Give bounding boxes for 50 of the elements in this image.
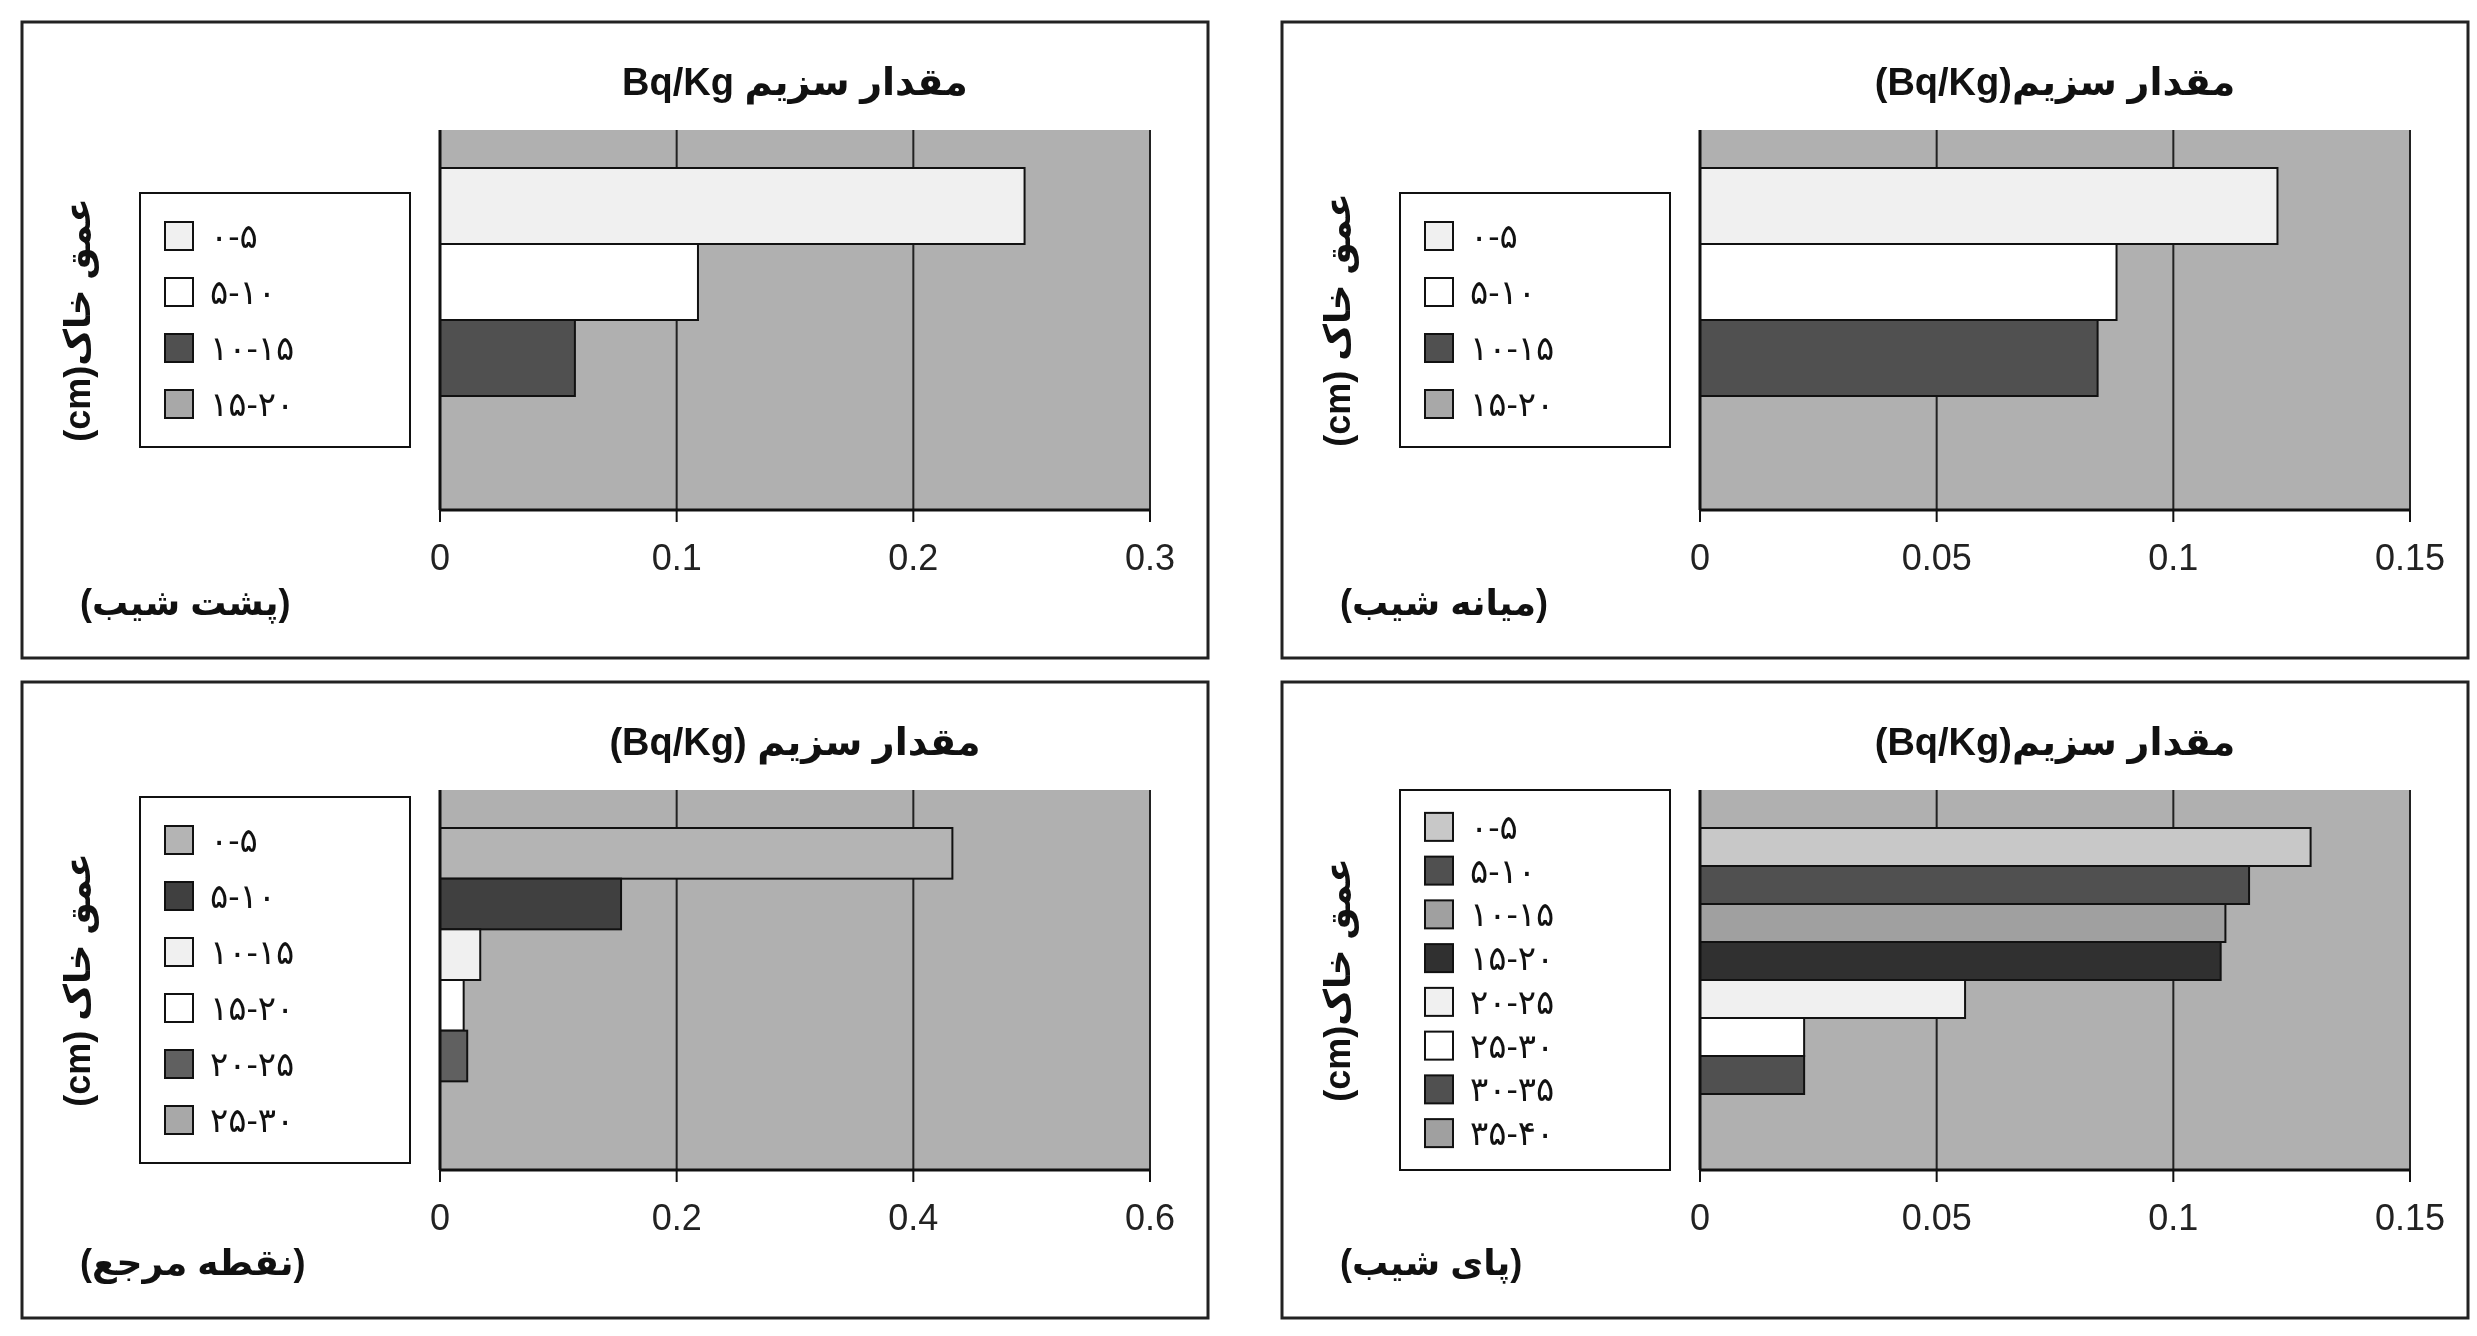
legend-label: ۱۰-۱۵: [210, 329, 295, 367]
legend-label: ۱۵-۲۰: [1470, 939, 1555, 978]
legend-label: ۱۰-۱۵: [1470, 895, 1555, 934]
text: (نقطه مرجع): [80, 1242, 306, 1284]
legend-label: ۰-۵: [210, 217, 258, 255]
legend-label: ۵-۱۰: [1470, 851, 1537, 890]
chart-title: مقدار سزیم(Bq/Kg): [1874, 721, 2236, 765]
legend-label: ۵-۱۰: [210, 877, 277, 915]
x-tick-label: 0.05: [1901, 1197, 1972, 1238]
text: (پای شیب): [1340, 1242, 1523, 1284]
legend-label: ۱۰-۱۵: [1470, 329, 1555, 367]
x-tick-label: 0: [1689, 537, 1711, 578]
x-tick-label: 0.15: [2374, 1197, 2446, 1238]
text: (میانه شیب): [1340, 582, 1549, 623]
legend-label: ۲۰-۲۵: [1470, 982, 1555, 1021]
legend-label: ۵-۱۰: [1470, 273, 1537, 311]
legend-label: ۲۵-۳۰: [1470, 1026, 1555, 1065]
legend-label: ۲۰-۲۵: [210, 1045, 295, 1083]
y-axis-title: عمق خاک (cm): [1317, 193, 1359, 447]
y-axis-title: عمق خاک (cm): [57, 853, 99, 1107]
x-tick-label: 0.3: [1124, 537, 1176, 578]
legend-label: ۱۵-۲۰: [210, 385, 295, 423]
x-tick-label: 0.4: [888, 1197, 939, 1238]
legend-label: ۰-۵: [210, 821, 258, 859]
x-tick-label: 0.05: [1901, 537, 1972, 578]
text: (پشت شیب): [80, 582, 291, 624]
x-tick-label: 0.1: [2148, 1197, 2199, 1238]
x-tick-label: 0: [1689, 1197, 1711, 1238]
x-tick-label: 0: [429, 537, 451, 578]
y-axis-title: عمق خاک(cm): [57, 198, 99, 442]
x-tick-label: 0.2: [888, 537, 939, 578]
x-tick-label: 0.1: [2148, 537, 2199, 578]
legend-label: ۲۵-۳۰: [210, 1101, 295, 1139]
legend-label: ۵-۱۰: [210, 273, 277, 311]
chart-title: مقدار سزیم Bq/Kg: [622, 61, 968, 105]
legend-label: ۳۵-۴۰: [1470, 1114, 1555, 1153]
legend-label: ۱۰-۱۵: [210, 933, 295, 971]
chart-title: مقدار سزیم (Bq/Kg): [609, 721, 981, 765]
legend-label: ۰-۵: [1470, 217, 1518, 255]
legend-label: ۱۵-۲۰: [210, 989, 295, 1027]
chart-title: مقدار سزیم(Bq/Kg): [1874, 61, 2236, 105]
legend-label: ۱۵-۲۰: [1470, 385, 1555, 423]
x-tick-label: 0: [429, 1197, 451, 1238]
legend-label: ۰-۵: [1470, 807, 1518, 846]
legend-label: ۳۰-۳۵: [1470, 1070, 1555, 1109]
x-tick-label: 0.15: [2374, 537, 2446, 578]
x-tick-label: 0.2: [651, 1197, 702, 1238]
x-tick-label: 0.6: [1124, 1197, 1176, 1238]
y-axis-title: عمق خاک(cm): [1317, 858, 1359, 1102]
x-tick-label: 0.1: [651, 537, 702, 578]
